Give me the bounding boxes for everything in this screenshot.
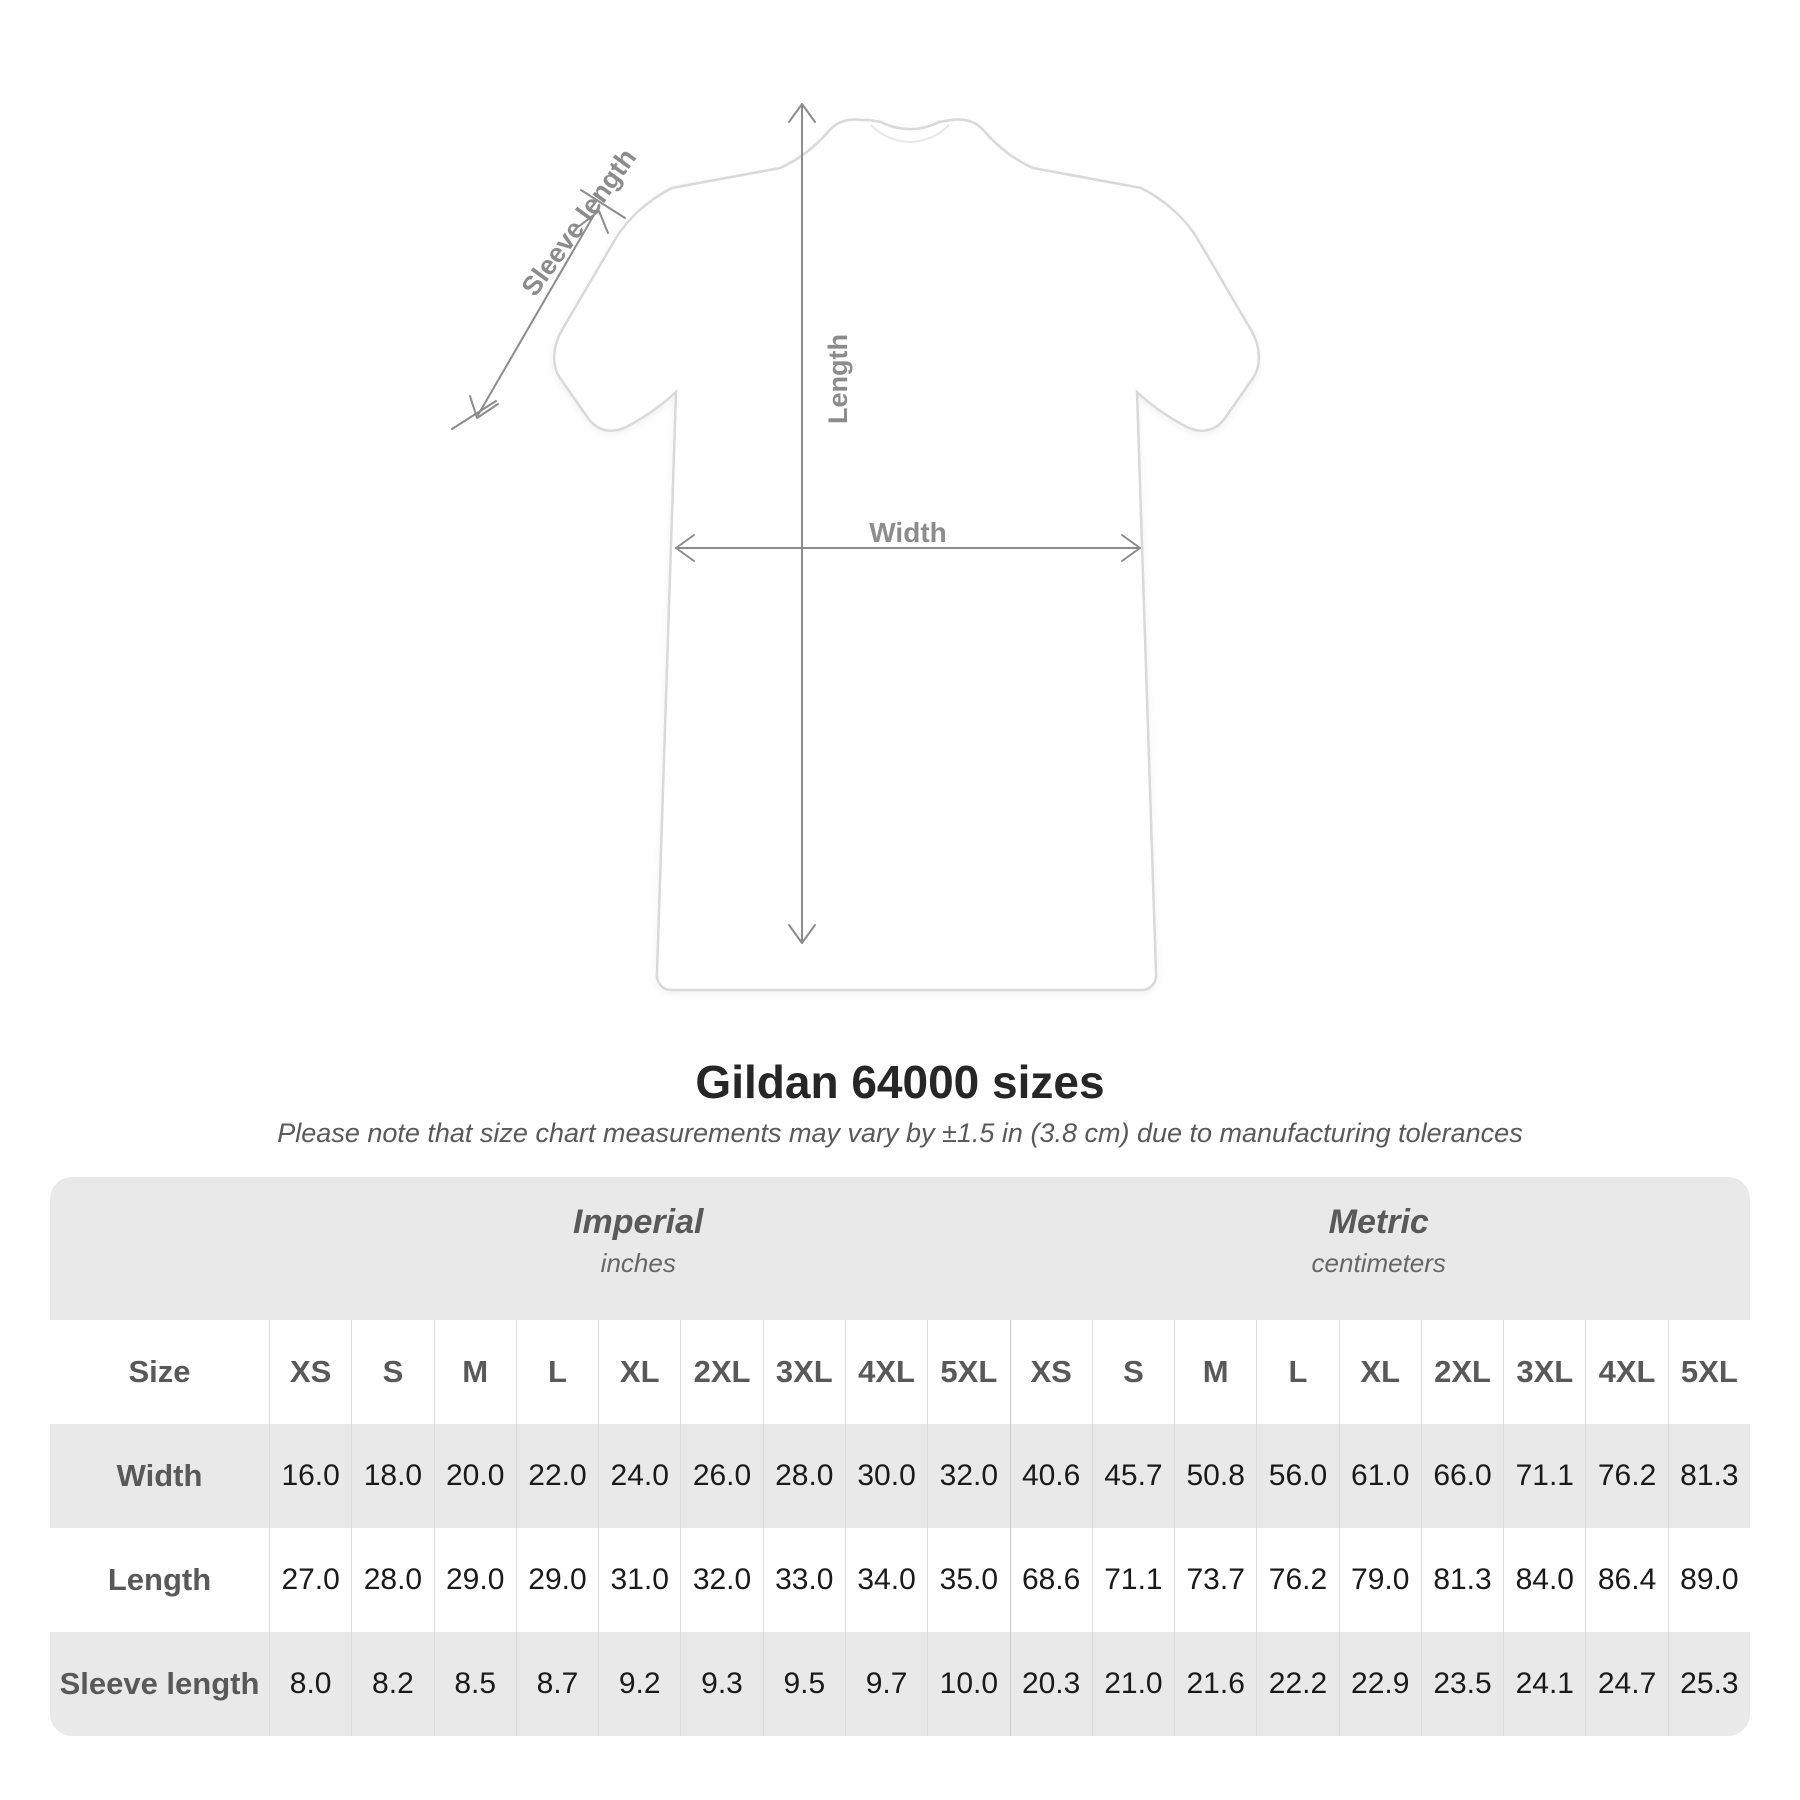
- svg-text:Length: Length: [823, 334, 853, 424]
- svg-text:Width: Width: [869, 517, 947, 548]
